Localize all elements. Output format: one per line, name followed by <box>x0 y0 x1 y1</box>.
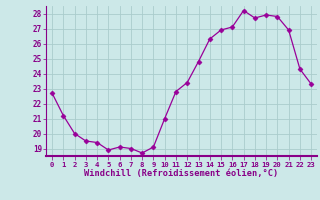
X-axis label: Windchill (Refroidissement éolien,°C): Windchill (Refroidissement éolien,°C) <box>84 169 279 178</box>
